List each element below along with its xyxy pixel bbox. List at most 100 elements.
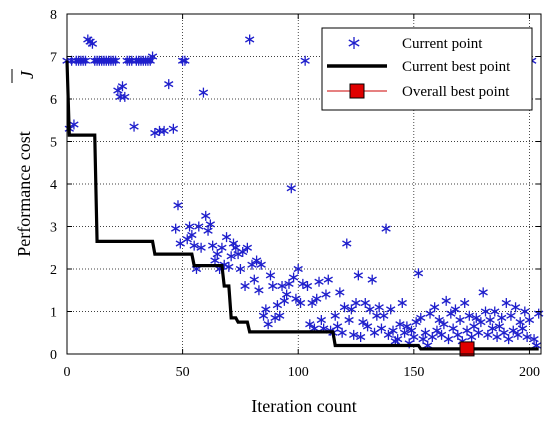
current-point [180, 55, 190, 66]
current-point [337, 327, 347, 338]
current-point [360, 298, 370, 308]
current-point [351, 298, 361, 308]
x-tick-label: 150 [403, 365, 424, 380]
current-point [473, 327, 484, 338]
current-point [159, 125, 169, 136]
current-point [305, 319, 315, 330]
current-point [115, 91, 125, 102]
current-best-path [65, 60, 539, 351]
y-axis-label: Performance cost [14, 131, 34, 256]
current-point [235, 264, 246, 274]
current-point [483, 329, 493, 340]
current-point [365, 304, 375, 315]
current-point [321, 289, 331, 300]
current-point [455, 315, 465, 325]
legend: Current point Current best point Overall… [321, 27, 533, 111]
current-point [240, 281, 250, 291]
current-point [383, 329, 394, 340]
current-point [263, 319, 273, 330]
y-tick-label: 0 [50, 348, 57, 363]
current-point [198, 87, 209, 98]
current-point [397, 298, 407, 308]
current-point [189, 240, 199, 251]
current-point [413, 268, 424, 279]
current-point [201, 210, 211, 221]
current-point [395, 319, 405, 330]
current-point [508, 325, 518, 336]
current-point [330, 310, 340, 321]
current-point [307, 298, 317, 308]
current-point [171, 223, 181, 234]
x-tick-label: 100 [288, 365, 309, 380]
current-point [469, 321, 479, 332]
current-point [427, 332, 437, 342]
current-point [353, 270, 363, 281]
current-point [293, 264, 303, 274]
current-point [238, 247, 248, 257]
current-point [187, 230, 197, 240]
current-point [217, 242, 227, 253]
current-point [184, 221, 195, 232]
current-point [520, 306, 530, 317]
current-point [490, 306, 500, 317]
current-point [420, 327, 431, 338]
current-point [316, 315, 326, 325]
current-point [302, 281, 313, 291]
current-point [117, 81, 128, 92]
y-tick-label: 7 [50, 51, 57, 66]
current-point [386, 304, 396, 315]
current-point [277, 281, 287, 291]
y-tick-label: 6 [50, 93, 57, 108]
current-point [284, 278, 294, 289]
legend-current-point-marker [348, 37, 360, 49]
y-tick-label: 4 [50, 178, 57, 193]
current-point [226, 251, 236, 262]
current-point [175, 238, 185, 249]
current-point [251, 255, 262, 266]
current-point [300, 55, 310, 66]
current-point [120, 91, 130, 102]
current-point [362, 321, 373, 332]
current-point [110, 55, 121, 66]
legend-overall-best-marker [349, 83, 365, 99]
current-point [524, 315, 535, 325]
current-point [497, 312, 507, 323]
current-point [471, 312, 481, 323]
current-point [168, 123, 179, 134]
current-point [205, 219, 216, 230]
overall-best-point [459, 341, 475, 357]
current-point [462, 325, 472, 336]
current-point [480, 306, 491, 317]
y-tick-label: 8 [50, 8, 57, 23]
y-tick-label: 5 [50, 136, 57, 151]
current-point [258, 310, 269, 321]
current-point [129, 121, 139, 132]
current-point [245, 34, 255, 45]
axis-ticks: 0 50 100 150 200 0 1 2 3 4 5 6 7 8 [50, 8, 541, 380]
current-point [275, 310, 285, 321]
current-point [282, 289, 292, 300]
current-point [409, 332, 419, 342]
current-point [499, 327, 509, 338]
current-point [513, 329, 523, 340]
current-point [196, 242, 206, 253]
current-point [332, 321, 343, 332]
current-point [402, 321, 412, 332]
current-point [208, 240, 218, 251]
current-point [224, 261, 234, 272]
current-point [288, 272, 299, 283]
current-point [476, 317, 486, 328]
current-point [268, 281, 278, 291]
current-point [411, 317, 421, 328]
current-point [272, 300, 283, 311]
current-point [517, 323, 528, 334]
current-point [429, 302, 440, 313]
current-best-line [65, 60, 539, 351]
current-point [291, 293, 301, 304]
current-point [249, 274, 259, 285]
current-point [147, 51, 158, 62]
current-point [466, 332, 477, 342]
current-point [374, 302, 384, 313]
current-point [358, 317, 368, 328]
